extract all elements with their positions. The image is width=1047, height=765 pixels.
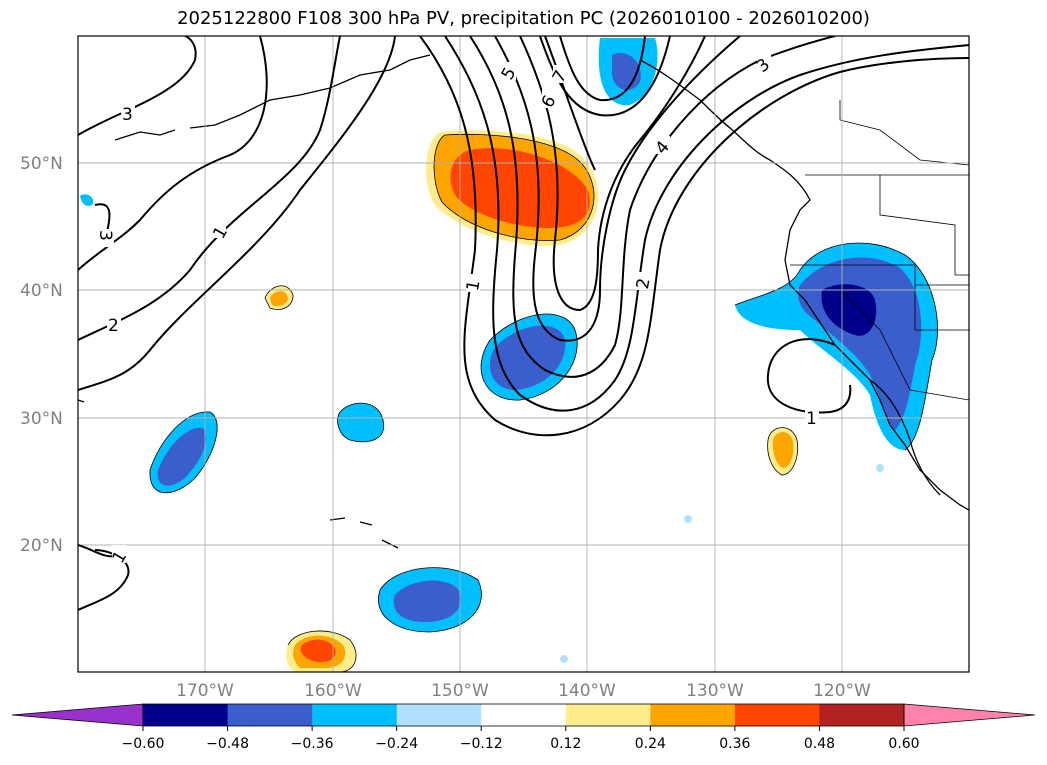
lon-label-120w: 120°W — [813, 681, 871, 701]
map-area: 3 1 3 2 1 5 7 6 4 3 1 2 1 — [78, 36, 969, 672]
colorbar-tick-label: 0.36 — [719, 736, 750, 752]
colorbar-segment — [481, 704, 567, 726]
lon-labels: 170°W 160°W 150°W 140°W 130°W 120°W — [176, 681, 871, 701]
lon-label-130w: 130°W — [686, 681, 744, 701]
colorbar-tick-label: −0.48 — [206, 736, 249, 752]
colorbar-tick-label: −0.60 — [122, 736, 165, 752]
colorbar-segment — [650, 704, 736, 726]
contour-label: 3 — [122, 105, 133, 125]
colorbar-tick-label: −0.12 — [460, 736, 503, 752]
lon-label-140w: 140°W — [558, 681, 616, 701]
pv-contours — [78, 36, 969, 611]
lat-label-50n: 50°N — [20, 154, 63, 174]
contour-label: 2 — [108, 316, 119, 336]
colorbar-tick-label: 0.48 — [804, 736, 835, 752]
contour-label: 1 — [806, 409, 817, 429]
political-borders — [790, 100, 969, 401]
contour-label: 1 — [463, 279, 485, 293]
colorbar-segment — [819, 704, 905, 726]
contour-label: 3 — [95, 230, 115, 241]
colorbar-tick-label: −0.36 — [291, 736, 334, 752]
lon-label-150w: 150°W — [431, 681, 489, 701]
coastlines — [78, 54, 969, 549]
colorbar-tick-label: 0.60 — [888, 736, 919, 752]
map-title: 2025122800 F108 300 hPa PV, precipitatio… — [177, 8, 870, 29]
map-frame — [77, 35, 970, 673]
colorbar-extend-high — [903, 703, 1036, 727]
lat-label-40n: 40°N — [20, 281, 63, 301]
colorbar-segment — [734, 704, 820, 726]
contour-label: 2 — [633, 277, 655, 291]
colorbar-segment — [312, 704, 398, 726]
colorbar-frame — [142, 703, 905, 727]
lat-label-20n: 20°N — [20, 536, 63, 556]
colorbar-extend-low — [11, 703, 144, 727]
colorbar: −0.60 −0.48 −0.36 −0.24 −0.12 0.12 0.24 0.36 0.4… — [11, 703, 1036, 752]
colorbar-tick-label: 0.12 — [550, 736, 581, 752]
colorbar-segment — [565, 704, 651, 726]
colorbar-segment — [143, 704, 229, 726]
pv-contour-labels: 3 1 3 2 1 5 7 6 4 3 1 2 1 — [95, 54, 819, 567]
colorbar-segment — [396, 704, 482, 726]
gridlines — [78, 36, 969, 672]
lon-label-170w: 170°W — [176, 681, 234, 701]
lon-label-160w: 160°W — [304, 681, 362, 701]
colorbar-segment — [227, 704, 313, 726]
lat-label-30n: 30°N — [20, 409, 63, 429]
colorbar-tick-label: 0.24 — [635, 736, 666, 752]
colorbar-tick-label: −0.24 — [375, 736, 418, 752]
precip-outlines — [149, 133, 938, 672]
lat-labels: 50°N 40°N 30°N 20°N — [20, 154, 63, 556]
